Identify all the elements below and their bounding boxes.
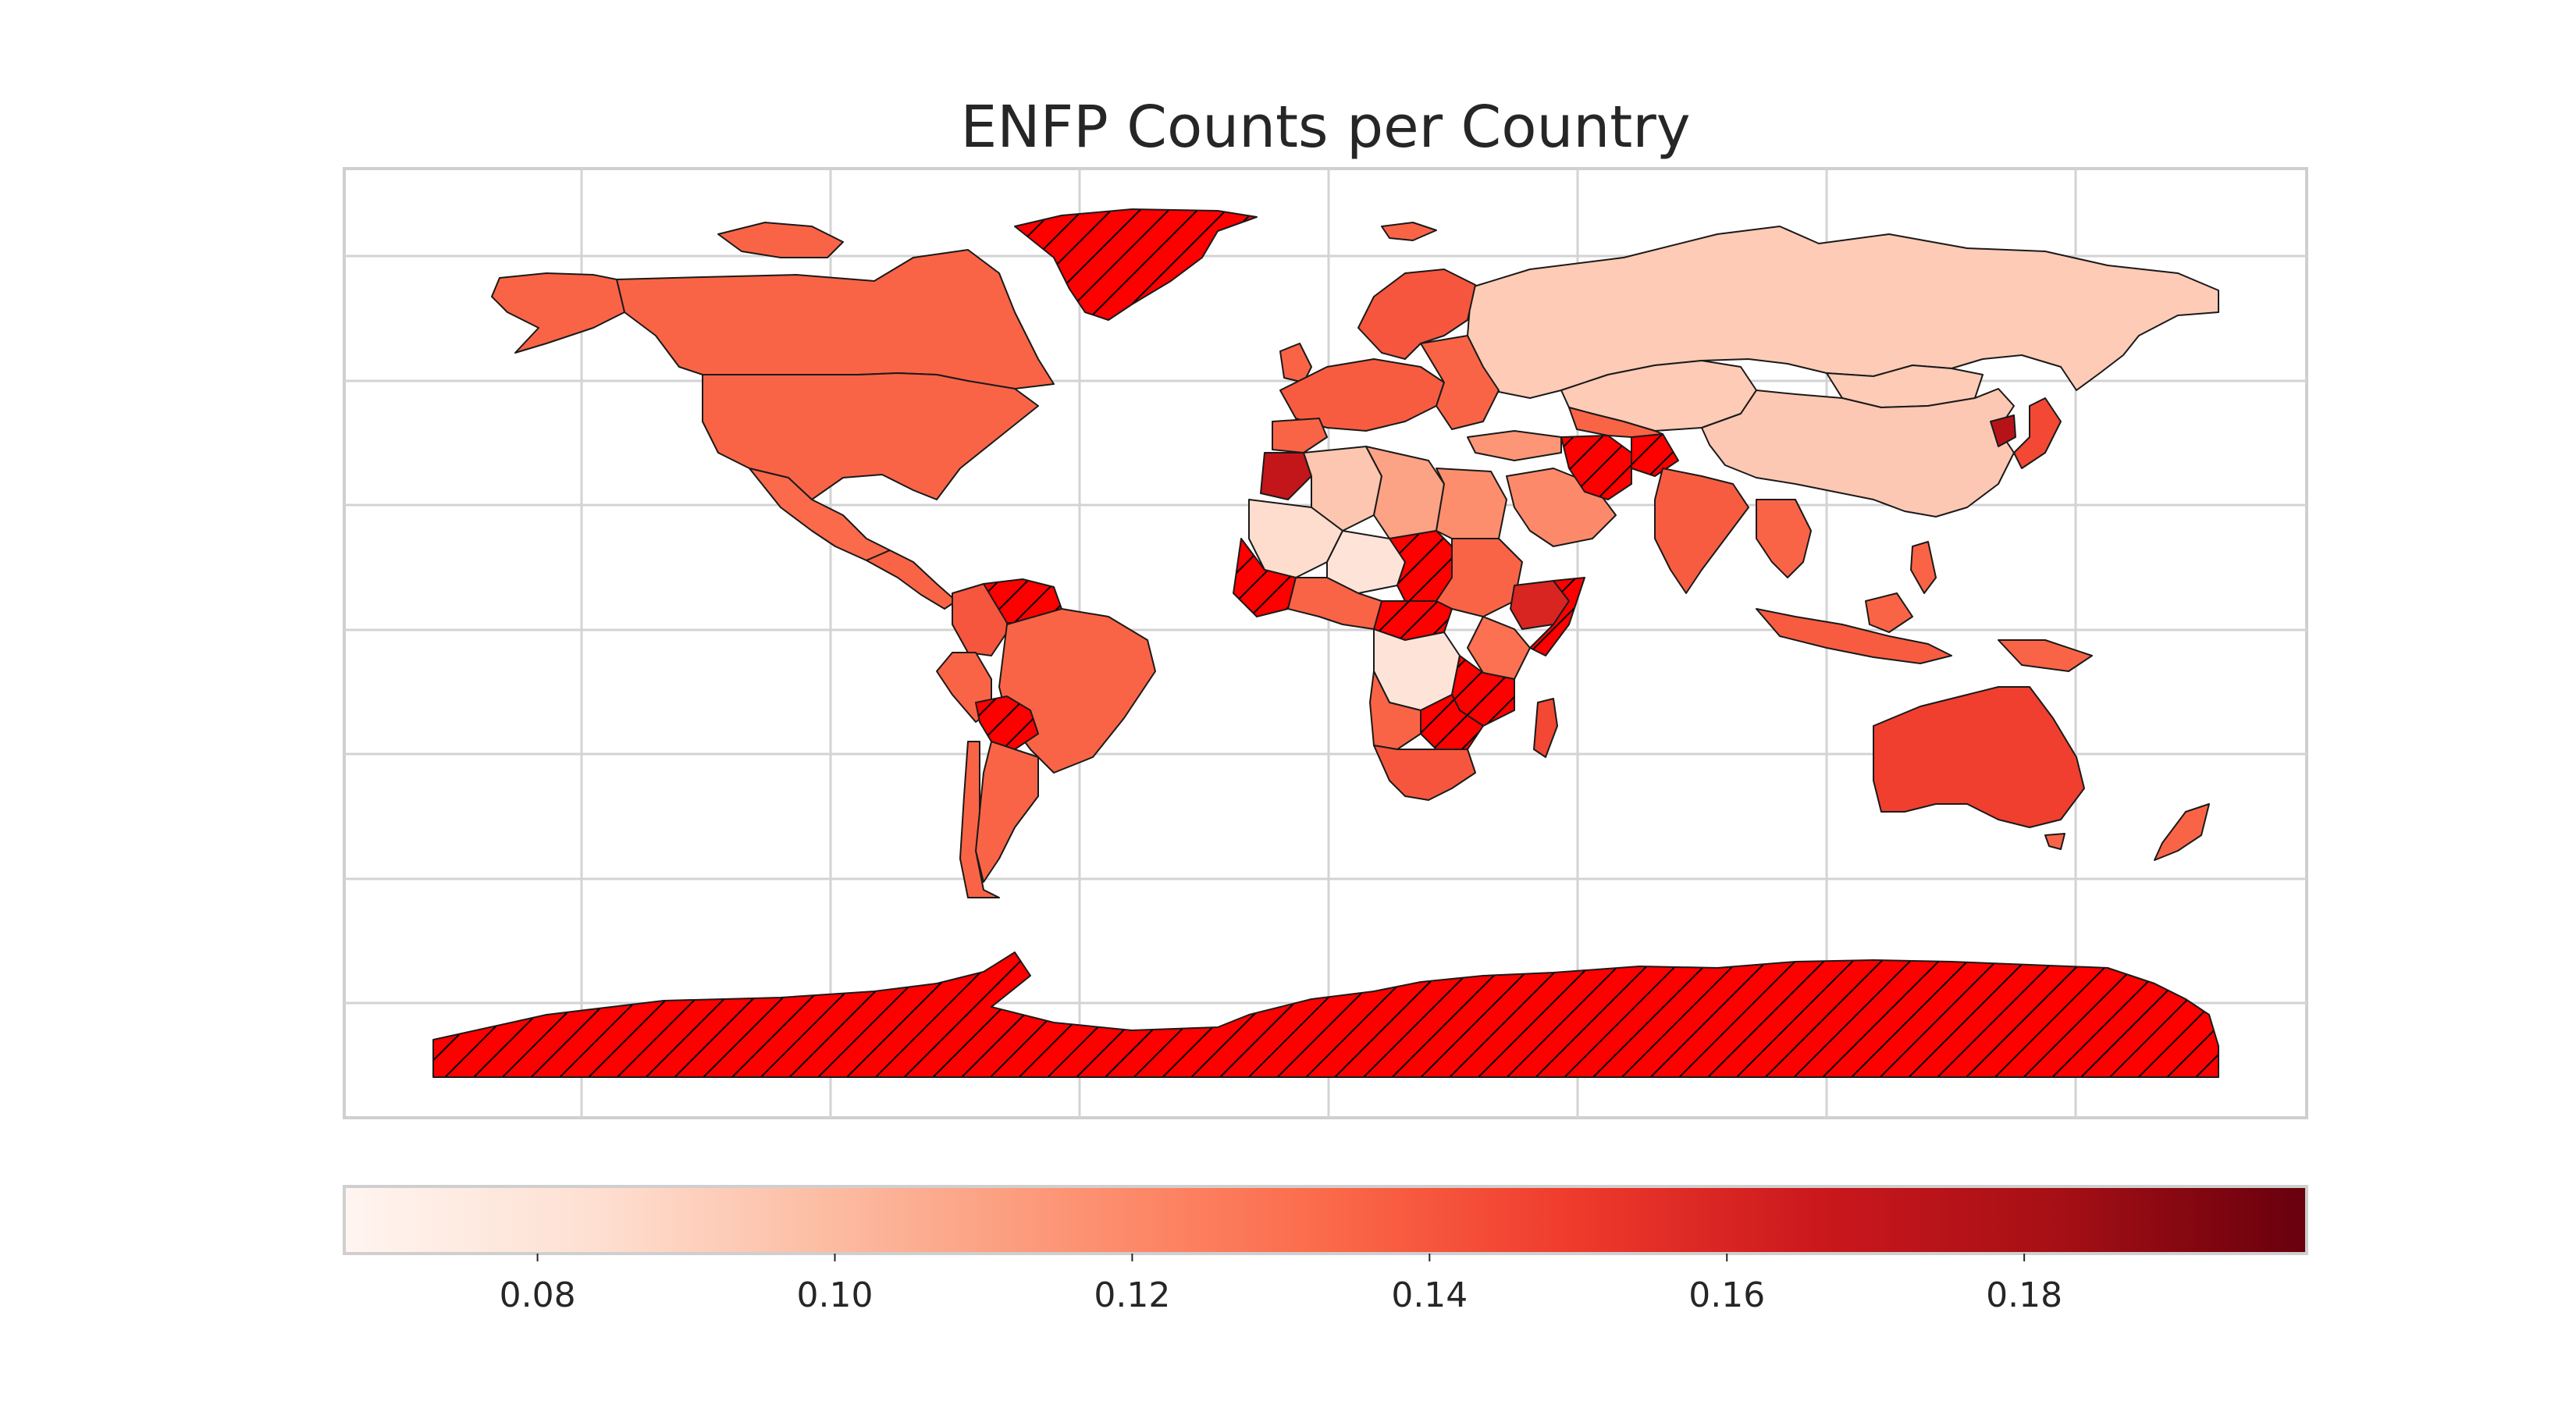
region-antarctica — [432, 951, 2219, 1078]
region-united-kingdom — [1279, 343, 1312, 383]
chart-title: ENFP Counts per Country — [960, 94, 1690, 161]
colorbar-gradient — [344, 1186, 2307, 1254]
region-india — [1654, 468, 1749, 594]
region-morocco — [1260, 452, 1312, 500]
colorbar-frame — [343, 1185, 2308, 1255]
region-north-korea — [1990, 414, 2016, 447]
region-madagascar — [1533, 698, 1558, 758]
region-greenland — [1014, 208, 1258, 321]
region-south-africa — [1373, 745, 1476, 801]
colorbar-tick-label: 0.12 — [1094, 1275, 1170, 1315]
region-turkey — [1467, 430, 1562, 461]
region-bolivia — [975, 695, 1039, 750]
colorbar-ticks: 0.08 0.10 0.12 0.14 0.16 0.18 — [500, 1254, 2062, 1315]
region-iran — [1560, 435, 1632, 500]
region-sudan — [1436, 538, 1523, 617]
region-new-zealand — [2154, 803, 2210, 861]
region-angola — [1369, 670, 1421, 750]
colorbar-tick-label: 0.14 — [1391, 1275, 1468, 1315]
region-mali — [1248, 499, 1343, 578]
region-zambia — [1420, 694, 1484, 750]
colorbar-tick-label: 0.08 — [500, 1275, 576, 1315]
region-argentina — [975, 741, 1039, 883]
region-borneo — [1865, 592, 1913, 633]
region-eastern-europe — [1420, 335, 1500, 430]
colorbar-tick-label: 0.10 — [797, 1275, 873, 1315]
colorbar-tick-label: 0.16 — [1688, 1275, 1765, 1315]
region-scandinavia — [1357, 269, 1476, 360]
region-chile — [959, 741, 1000, 898]
country-layer — [432, 208, 2219, 1078]
region-central-asia — [1568, 407, 1663, 438]
region-philippines — [1910, 541, 1937, 594]
region-somalia — [1529, 577, 1585, 656]
region-iceland — [1381, 222, 1437, 241]
region-canada-arctic — [717, 222, 844, 258]
map-axes — [343, 167, 2308, 1119]
region-tasmania — [2044, 833, 2065, 850]
region-japan — [2013, 397, 2062, 469]
region-alaska — [491, 272, 625, 354]
region-new-guinea — [1998, 639, 2093, 672]
region-southeast-asia — [1756, 499, 1812, 578]
region-spain — [1272, 418, 1328, 454]
region-indonesia — [1756, 608, 1952, 664]
colorbar: 0.08 0.10 0.12 0.14 0.16 0.18 — [343, 1185, 2308, 1315]
colorbar-tick-label: 0.18 — [1986, 1275, 2062, 1315]
region-australia — [1873, 686, 2085, 828]
